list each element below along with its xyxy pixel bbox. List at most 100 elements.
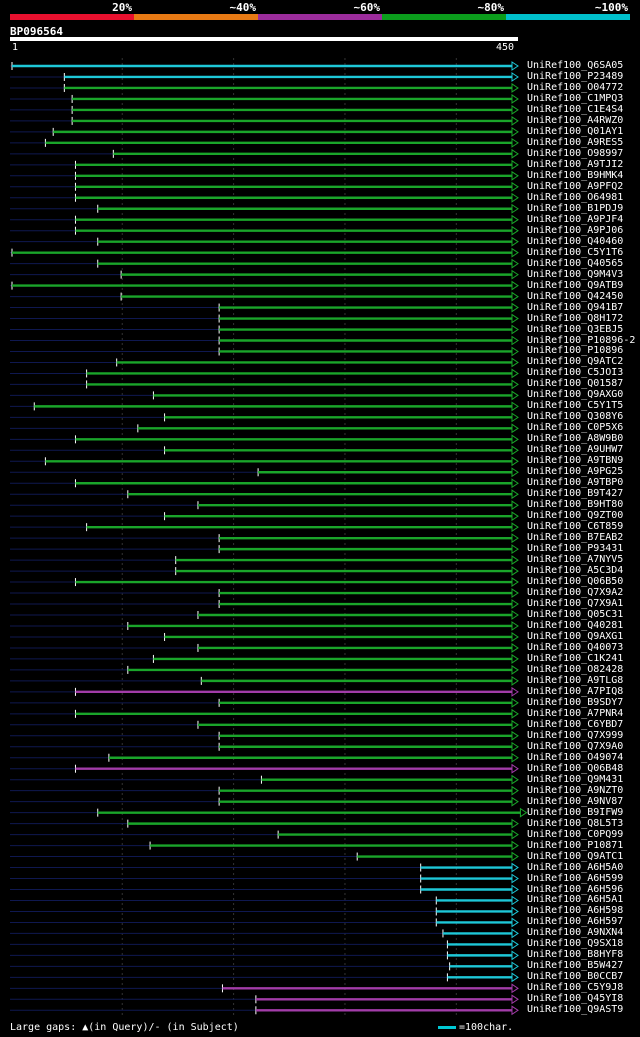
hit-label[interactable]: UniRef100_B1PDJ9 [527, 202, 624, 214]
hit-label[interactable]: UniRef100_Q01587 [527, 378, 624, 390]
hit-label[interactable]: UniRef100_C1MPQ3 [527, 92, 624, 104]
legend-segment [134, 14, 258, 20]
hit-label[interactable]: UniRef100_A9PG25 [527, 466, 624, 478]
hit-label[interactable]: UniRef100_Q9ATC2 [527, 356, 624, 368]
hit-label[interactable]: UniRef100_A9UHW7 [527, 444, 624, 456]
hit-label[interactable]: UniRef100_Q7X9A2 [527, 587, 624, 599]
hit-label[interactable]: UniRef100_A9PJ06 [527, 224, 624, 236]
hit-label[interactable]: UniRef100_O64981 [527, 191, 624, 203]
hit-arrow-icon [511, 489, 519, 500]
hit-label[interactable]: UniRef100_A7PIQ8 [527, 685, 624, 697]
hit-label[interactable]: UniRef100_Q9SX18 [527, 938, 624, 950]
hit-label[interactable]: UniRef100_Q7X9A1 [527, 598, 624, 610]
hit-label[interactable]: UniRef100_A9RES5 [527, 136, 624, 148]
hit-label[interactable]: UniRef100_B8HYF8 [527, 949, 624, 961]
hit-label[interactable]: UniRef100_A7PNR4 [527, 707, 624, 719]
hit-label[interactable]: UniRef100_C0P5X6 [527, 422, 624, 434]
hit-label[interactable]: UniRef100_Q9ATC1 [527, 850, 624, 862]
hit-label[interactable]: UniRef100_C6T859 [527, 521, 624, 533]
hit-label[interactable]: UniRef100_O04772 [527, 81, 624, 93]
hit-label[interactable]: UniRef100_P10896 [527, 345, 624, 357]
hit-label[interactable]: UniRef100_Q3EBJ5 [527, 323, 624, 335]
hit-label[interactable]: UniRef100_C6YBD7 [527, 718, 624, 730]
hit-label[interactable]: UniRef100_A9TBP0 [527, 477, 624, 489]
hit-label[interactable]: UniRef100_P10871 [527, 839, 624, 851]
hit-label[interactable]: UniRef100_Q45YI8 [527, 993, 624, 1005]
hit-label[interactable]: UniRef100_A9PJF4 [527, 213, 624, 225]
hit-label[interactable]: UniRef100_C0PQ99 [527, 828, 624, 840]
hit-label[interactable]: UniRef100_A8W9B0 [527, 433, 624, 445]
hit-arrow-icon [511, 950, 519, 961]
hit-label[interactable]: UniRef100_Q9AXG0 [527, 389, 624, 401]
hit-label[interactable]: UniRef100_Q7X9A0 [527, 740, 624, 752]
hit-label[interactable]: UniRef100_Q40281 [527, 619, 624, 631]
hit-label[interactable]: UniRef100_Q9AXG1 [527, 630, 624, 642]
hit-label[interactable]: UniRef100_Q7X999 [527, 729, 624, 741]
hit-label[interactable]: UniRef100_B9IFW9 [527, 806, 624, 818]
hit-label[interactable]: UniRef100_Q9M431 [527, 773, 624, 785]
hit-label[interactable]: UniRef100_C5Y1T5 [527, 400, 624, 412]
hit-label[interactable]: UniRef100_Q01AY1 [527, 125, 624, 137]
hit-label[interactable]: UniRef100_A6H596 [527, 883, 624, 895]
hit-label[interactable]: UniRef100_A9TLG8 [527, 674, 624, 686]
hit-label[interactable]: UniRef100_O98997 [527, 147, 624, 159]
hit-label[interactable]: UniRef100_Q05C31 [527, 609, 624, 620]
hit-label[interactable]: UniRef100_A7NYV5 [527, 554, 624, 566]
hit-label[interactable]: UniRef100_Q308Y6 [527, 411, 624, 423]
hit-label[interactable]: UniRef100_Q9ZT00 [527, 510, 624, 522]
hit-label[interactable]: UniRef100_A9TBN9 [527, 455, 624, 467]
hit-label[interactable]: UniRef100_P23489 [527, 70, 624, 82]
hit-label[interactable]: UniRef100_B5W427 [527, 960, 624, 972]
hit-label[interactable]: UniRef100_C5Y9J8 [527, 982, 624, 994]
hit-label[interactable]: UniRef100_Q42450 [527, 290, 624, 302]
hit-arrow-icon [511, 423, 519, 434]
hit-label[interactable]: UniRef100_B9T427 [527, 488, 624, 500]
hit-label[interactable]: UniRef100_B0CCB7 [527, 971, 624, 983]
hit-label[interactable]: UniRef100_Q06B48 [527, 762, 624, 774]
hit-label[interactable]: UniRef100_A4RWZ0 [527, 114, 624, 126]
hit-label[interactable]: UniRef100_Q40565 [527, 257, 624, 269]
hit-label[interactable]: UniRef100_A6H5A1 [527, 894, 624, 906]
hit-label[interactable]: UniRef100_Q9ATB9 [527, 279, 624, 291]
hit-label[interactable]: UniRef100_Q40460 [527, 235, 624, 247]
hit-label[interactable]: UniRef100_Q06B50 [527, 576, 624, 588]
hit-label[interactable]: UniRef100_A9TJI2 [527, 158, 624, 170]
hit-label[interactable]: UniRef100_C1K241 [527, 652, 624, 664]
scale-legend: =100char. [438, 1022, 513, 1033]
hit-arrow-icon [511, 621, 519, 631]
hit-label[interactable]: UniRef100_A6H5A0 [527, 861, 624, 873]
hit-label[interactable]: UniRef100_A9PFQ2 [527, 180, 624, 192]
hit-label[interactable]: UniRef100_Q8H172 [527, 312, 624, 324]
hit-label[interactable]: UniRef100_A6H598 [527, 905, 624, 917]
hit-label[interactable]: UniRef100_Q941B7 [527, 301, 624, 313]
hit-label[interactable]: UniRef100_O49074 [527, 751, 624, 763]
hit-arrow-icon [511, 500, 519, 511]
hit-arrow-icon [511, 269, 519, 280]
hit-arrow-icon [511, 588, 519, 598]
hit-label[interactable]: UniRef100_A6H597 [527, 916, 624, 928]
hit-label[interactable]: UniRef100_B7EAB2 [527, 532, 624, 544]
hit-label[interactable]: UniRef100_B9HMK4 [527, 169, 624, 181]
hit-arrow-icon [511, 829, 519, 840]
hit-label[interactable]: UniRef100_Q8L5T3 [527, 817, 624, 829]
hit-arrow-icon [511, 895, 519, 906]
scale-swatch [438, 1025, 456, 1029]
hit-label[interactable]: UniRef100_C5JOI3 [527, 367, 624, 379]
hit-label[interactable]: UniRef100_A9NXN4 [527, 927, 624, 939]
hit-label[interactable]: UniRef100_Q9AST9 [527, 1004, 624, 1016]
hit-label[interactable]: UniRef100_Q9M4V3 [527, 268, 624, 280]
hit-label[interactable]: UniRef100_C5Y1T6 [527, 246, 624, 258]
hit-label[interactable]: UniRef100_B9HT80 [527, 499, 624, 511]
hit-label[interactable]: UniRef100_A6H599 [527, 872, 624, 884]
hit-label[interactable]: UniRef100_O82428 [527, 663, 624, 675]
hit-label[interactable]: UniRef100_B9SDY7 [527, 696, 624, 708]
hit-label[interactable]: UniRef100_A9NZT0 [527, 784, 624, 796]
hit-arrow-icon [511, 719, 519, 730]
hit-label[interactable]: UniRef100_Q6SA05 [527, 60, 624, 71]
hit-label[interactable]: UniRef100_P93431 [527, 543, 624, 555]
hit-label[interactable]: UniRef100_A5C3D4 [527, 565, 624, 577]
hit-label[interactable]: UniRef100_C1E4S4 [527, 103, 624, 115]
hit-label[interactable]: UniRef100_P10896-2 [527, 334, 636, 346]
hit-label[interactable]: UniRef100_Q40073 [527, 641, 624, 653]
hit-label[interactable]: UniRef100_A9NV87 [527, 795, 624, 807]
